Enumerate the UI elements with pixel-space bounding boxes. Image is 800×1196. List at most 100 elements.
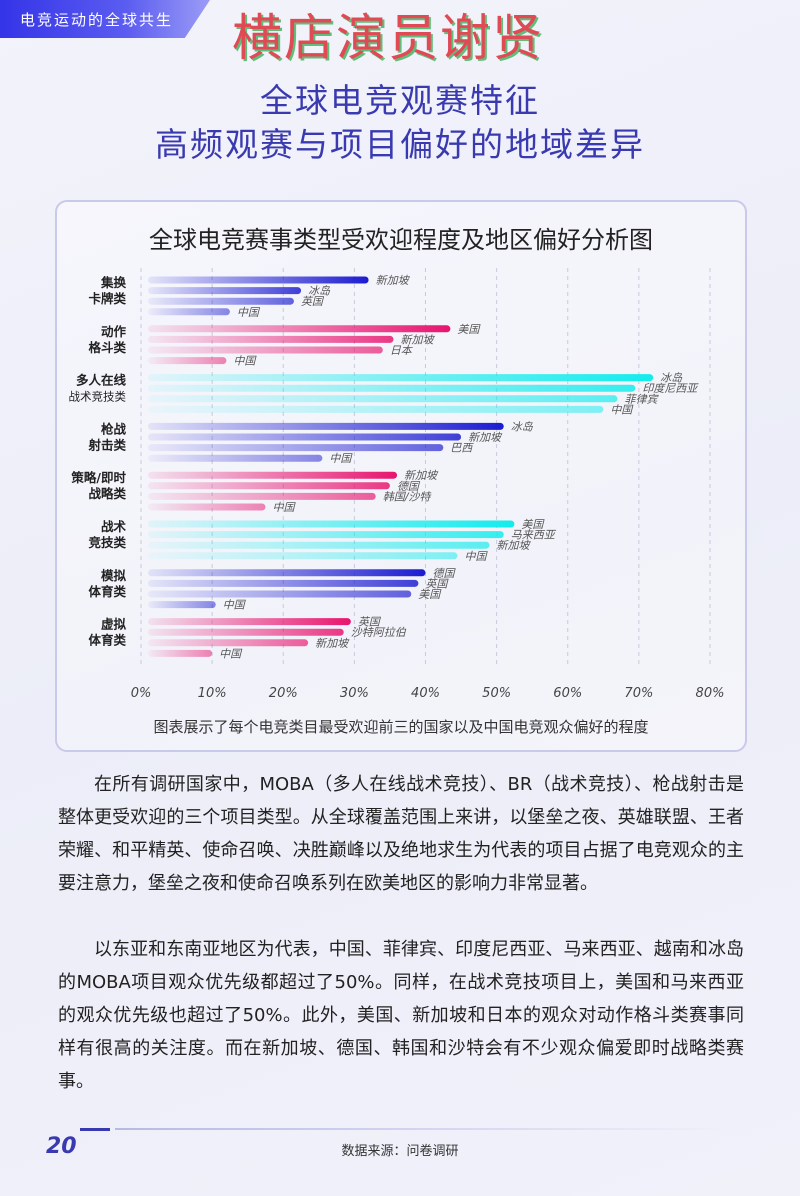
x-tick-label: 0% xyxy=(131,686,152,701)
bar-新加坡 xyxy=(148,639,309,647)
bar-冰岛 xyxy=(148,374,654,382)
bar-巴西 xyxy=(148,444,444,452)
category-label: 战术竞技类 xyxy=(69,390,127,404)
bar-label: 中国 xyxy=(223,599,247,612)
bar-label: 德国 xyxy=(433,567,457,580)
bar-冰岛 xyxy=(148,287,302,295)
bar-label: 英国 xyxy=(301,295,325,308)
category-label: 格斗类 xyxy=(88,340,126,355)
x-tick-label: 80% xyxy=(696,686,725,701)
bar-中国 xyxy=(148,405,604,413)
bar-美国 xyxy=(148,520,515,528)
category-label: 战术 xyxy=(101,519,127,534)
bar-日本 xyxy=(148,346,383,354)
bar-label: 韩国/沙特 xyxy=(383,490,433,503)
bar-label: 菲律宾 xyxy=(625,393,660,406)
bar-菲律宾 xyxy=(148,395,618,403)
bar-label: 新加坡 xyxy=(376,274,411,287)
bar-德国 xyxy=(148,482,390,490)
bar-label: 美国 xyxy=(521,518,545,531)
bar-label: 冰岛 xyxy=(308,285,331,298)
x-tick-label: 10% xyxy=(198,686,227,701)
bar-中国 xyxy=(148,454,323,462)
x-tick-label: 70% xyxy=(624,686,653,701)
category-label: 战略类 xyxy=(88,486,126,501)
bar-label: 中国 xyxy=(272,501,296,514)
bar-label: 日本 xyxy=(390,344,414,357)
category-label: 动作 xyxy=(101,324,127,339)
bar-label: 美国 xyxy=(457,323,481,336)
bar-新加坡 xyxy=(148,276,369,284)
bar-新加坡 xyxy=(148,471,398,479)
footer-divider xyxy=(115,1128,735,1130)
x-tick-label: 60% xyxy=(553,686,582,701)
bar-新加坡 xyxy=(148,335,394,343)
x-tick-label: 30% xyxy=(340,686,369,701)
bar-美国 xyxy=(148,590,412,598)
bar-冰岛 xyxy=(148,422,504,430)
page-subtitle: 高频观赛与项目偏好的地域差异 xyxy=(155,125,645,164)
bar-chart: 0% 10% 20% 30% 40% 50% 60% 70% 80%集换卡牌类新加坡冰岛英国中国… xyxy=(69,268,725,701)
section-banner: 电竞运动的全球共生 xyxy=(0,0,210,38)
chart-caption: 图表展示了每个电竞类目最受欢迎前三的国家以及中国电竞观众偏好的程度 xyxy=(153,718,649,736)
bar-label: 新加坡 xyxy=(497,539,532,552)
x-tick-label: 50% xyxy=(482,686,511,701)
bar-印度尼西亚 xyxy=(148,384,636,392)
category-label: 体育类 xyxy=(88,584,126,599)
category-label: 卡牌类 xyxy=(88,291,126,306)
bar-label: 中国 xyxy=(219,647,243,660)
chart-title: 全球电竞赛事类型受欢迎程度及地区偏好分析图 xyxy=(149,226,653,254)
bar-新加坡 xyxy=(148,541,490,549)
bar-label: 中国 xyxy=(329,452,353,465)
bar-label: 印度尼西亚 xyxy=(642,382,699,395)
bar-label: 英国 xyxy=(358,616,382,629)
bar-英国 xyxy=(148,297,294,305)
category-label: 多人在线 xyxy=(76,373,127,388)
bar-中国 xyxy=(148,601,216,609)
bar-label: 巴西 xyxy=(450,442,474,455)
bar-中国 xyxy=(148,503,266,511)
bar-沙特阿拉伯 xyxy=(148,628,344,636)
paragraph-2: 以东亚和东南亚地区为代表，中国、菲律宾、印度尼西亚、马来西亚、越南和冰岛的MOB… xyxy=(58,939,744,1092)
page-number: 20 xyxy=(46,1134,77,1159)
bar-韩国/沙特 xyxy=(148,492,376,500)
data-source: 数据来源：问卷调研 xyxy=(341,1144,459,1159)
bar-马来西亚 xyxy=(148,531,504,539)
bar-label: 新加坡 xyxy=(400,333,435,346)
bar-中国 xyxy=(148,552,458,560)
bar-新加坡 xyxy=(148,433,462,441)
bar-label: 英国 xyxy=(425,577,449,590)
bar-label: 沙特阿拉伯 xyxy=(351,626,407,639)
bar-label: 新加坡 xyxy=(315,637,350,650)
bar-label: 中国 xyxy=(237,306,261,319)
x-tick-label: 40% xyxy=(411,686,440,701)
bar-英国 xyxy=(148,618,351,626)
x-tick-label: 20% xyxy=(269,686,298,701)
bar-label: 中国 xyxy=(465,550,489,563)
category-label: 虚拟 xyxy=(101,617,127,632)
watermark: 横店演员谢贤 xyxy=(232,9,544,67)
bar-德国 xyxy=(148,569,426,577)
bar-美国 xyxy=(148,325,451,333)
bar-中国 xyxy=(148,308,230,316)
bar-label: 冰岛 xyxy=(511,420,534,433)
bar-label: 美国 xyxy=(418,588,442,601)
bar-label: 德国 xyxy=(397,480,421,493)
category-label: 体育类 xyxy=(88,633,126,648)
bar-英国 xyxy=(148,579,419,587)
category-label: 枪战 xyxy=(101,421,127,436)
page-title: 全球电竞观赛特征 xyxy=(260,81,540,120)
category-label: 射击类 xyxy=(87,437,126,452)
bar-中国 xyxy=(148,357,227,365)
category-label: 竞技类 xyxy=(88,535,126,550)
bar-label: 新加坡 xyxy=(404,469,439,482)
bar-label: 冰岛 xyxy=(660,372,683,385)
category-label: 集换 xyxy=(100,275,127,290)
category-label: 策略/即时 xyxy=(71,470,126,485)
bar-label: 中国 xyxy=(610,403,634,416)
bar-label: 马来西亚 xyxy=(511,529,557,542)
category-label: 模拟 xyxy=(101,568,127,583)
bar-label: 中国 xyxy=(233,355,257,368)
bar-中国 xyxy=(148,649,213,657)
section-title: 电竞运动的全球共生 xyxy=(20,11,174,29)
